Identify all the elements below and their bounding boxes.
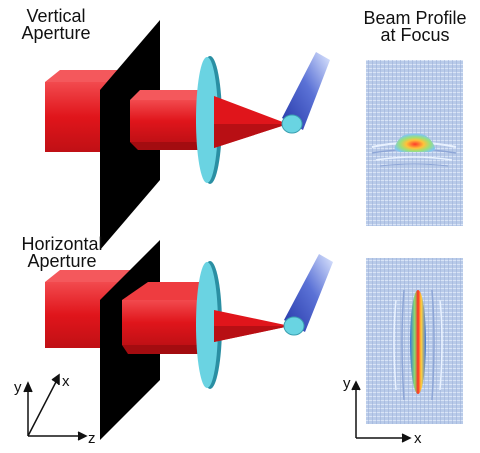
bottom-profile-ripple [439, 299, 443, 391]
bottom-aperture-label: Horizontal Aperture [14, 234, 110, 271]
bottom-aperture-label-line1: Horizontal [21, 234, 103, 254]
top-profile-ripple [375, 156, 453, 161]
axis-3d-y-arrowhead [23, 381, 33, 393]
bottom-focus-cone-shade [214, 326, 290, 342]
profile-x-arrowhead [401, 433, 412, 443]
axis-3d-x-label: x [62, 373, 70, 390]
top-aperture-label-line1: Vertical [26, 6, 86, 26]
top-beam-clipped-side [130, 90, 205, 100]
top-fiber [282, 52, 330, 130]
profile-y-label: y [343, 375, 351, 392]
top-lens [196, 57, 218, 183]
axis-3d-x-arrowhead [51, 373, 60, 385]
top-aperture-label: Vertical Aperture [16, 6, 96, 43]
axis-3d-x-line [27, 377, 59, 437]
bottom-aperture-label-line2: Aperture [27, 251, 97, 271]
profile-y-arrowhead [351, 380, 361, 391]
top-focus-cone-shade [214, 124, 288, 148]
top-profile-peak [394, 132, 436, 152]
top-setup [45, 20, 330, 250]
bottom-setup [45, 240, 333, 440]
axis-3d-y-label: y [14, 379, 22, 396]
bottom-profile-ripple [401, 289, 405, 401]
top-aperture-label-line2: Aperture [21, 23, 91, 43]
bottom-beam-clipped-top [122, 282, 205, 300]
top-beam-clipped [130, 100, 205, 142]
axes-3d [23, 373, 88, 441]
bottom-beam-profile [366, 258, 463, 424]
profile-x-label: x [414, 430, 422, 447]
bottom-profile-peak [410, 290, 426, 394]
axis-3d-z-arrowhead [77, 431, 88, 441]
top-beam-profile [366, 60, 463, 226]
profile-title-line1: Beam Profile [363, 8, 467, 28]
bottom-fiber-tip [283, 316, 305, 336]
profile-axes [351, 380, 412, 443]
bottom-beam-clipped-shadow [122, 345, 205, 354]
axis-3d-z-label: z [88, 430, 96, 447]
top-fiber-tip [281, 114, 303, 134]
profile-title-line2: at Focus [380, 25, 450, 45]
bottom-fiber [284, 254, 333, 332]
bottom-beam-clipped [122, 300, 205, 345]
bottom-profile-ripple [431, 289, 435, 401]
top-profile-ripple [379, 163, 449, 167]
top-beam-clipped-shadow [130, 142, 205, 150]
profile-title: Beam Profile at Focus [356, 8, 474, 45]
bottom-lens [196, 262, 218, 388]
bottom-profile-ripple [393, 299, 397, 391]
